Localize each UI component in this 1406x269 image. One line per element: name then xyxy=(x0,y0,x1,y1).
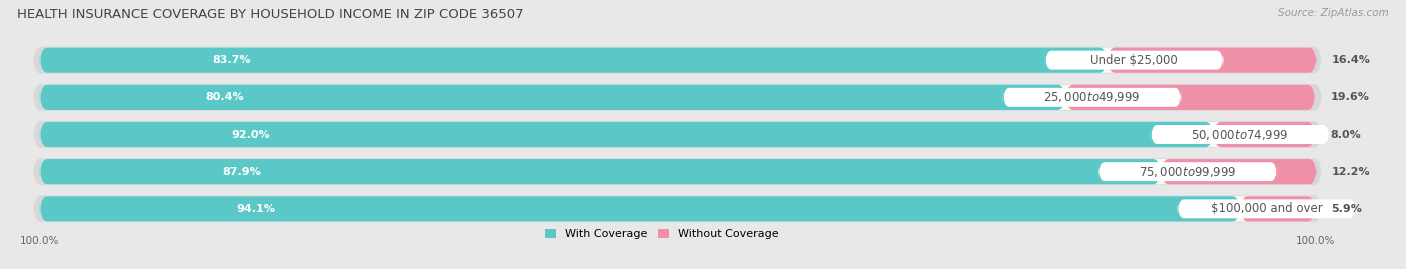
Text: $25,000 to $49,999: $25,000 to $49,999 xyxy=(1043,90,1140,104)
FancyBboxPatch shape xyxy=(34,84,1322,111)
FancyBboxPatch shape xyxy=(39,159,1316,184)
Text: 100.0%: 100.0% xyxy=(1296,236,1336,246)
Text: 100.0%: 100.0% xyxy=(20,236,59,246)
Text: 87.9%: 87.9% xyxy=(222,167,260,177)
FancyBboxPatch shape xyxy=(34,121,1322,148)
Text: 19.6%: 19.6% xyxy=(1330,92,1369,102)
FancyBboxPatch shape xyxy=(1002,88,1181,107)
Text: $75,000 to $99,999: $75,000 to $99,999 xyxy=(1139,165,1236,179)
Text: 80.4%: 80.4% xyxy=(205,92,243,102)
Text: 94.1%: 94.1% xyxy=(236,204,276,214)
FancyBboxPatch shape xyxy=(39,48,1316,73)
FancyBboxPatch shape xyxy=(1045,51,1223,70)
FancyBboxPatch shape xyxy=(1240,196,1316,221)
FancyBboxPatch shape xyxy=(39,196,1240,221)
FancyBboxPatch shape xyxy=(1150,125,1330,144)
Text: 83.7%: 83.7% xyxy=(212,55,252,65)
FancyBboxPatch shape xyxy=(39,122,1213,147)
FancyBboxPatch shape xyxy=(1178,199,1357,218)
FancyBboxPatch shape xyxy=(34,47,1322,73)
Text: Under $25,000: Under $25,000 xyxy=(1090,54,1178,67)
FancyBboxPatch shape xyxy=(1108,48,1316,73)
Text: HEALTH INSURANCE COVERAGE BY HOUSEHOLD INCOME IN ZIP CODE 36507: HEALTH INSURANCE COVERAGE BY HOUSEHOLD I… xyxy=(17,8,523,21)
Text: 16.4%: 16.4% xyxy=(1331,55,1371,65)
FancyBboxPatch shape xyxy=(39,122,1316,147)
Text: 12.2%: 12.2% xyxy=(1331,167,1371,177)
Text: 8.0%: 8.0% xyxy=(1330,129,1361,140)
Text: $100,000 and over: $100,000 and over xyxy=(1211,202,1323,215)
FancyBboxPatch shape xyxy=(1066,85,1316,110)
FancyBboxPatch shape xyxy=(39,48,1108,73)
FancyBboxPatch shape xyxy=(1213,122,1316,147)
FancyBboxPatch shape xyxy=(39,196,1316,221)
Text: 92.0%: 92.0% xyxy=(232,129,270,140)
FancyBboxPatch shape xyxy=(1098,162,1277,181)
Text: $50,000 to $74,999: $50,000 to $74,999 xyxy=(1191,128,1289,141)
Text: 5.9%: 5.9% xyxy=(1330,204,1361,214)
FancyBboxPatch shape xyxy=(34,196,1322,222)
FancyBboxPatch shape xyxy=(39,85,1316,110)
FancyBboxPatch shape xyxy=(1161,159,1316,184)
FancyBboxPatch shape xyxy=(39,85,1066,110)
FancyBboxPatch shape xyxy=(34,158,1322,185)
Text: Source: ZipAtlas.com: Source: ZipAtlas.com xyxy=(1278,8,1389,18)
FancyBboxPatch shape xyxy=(39,159,1161,184)
Legend: With Coverage, Without Coverage: With Coverage, Without Coverage xyxy=(540,224,783,243)
